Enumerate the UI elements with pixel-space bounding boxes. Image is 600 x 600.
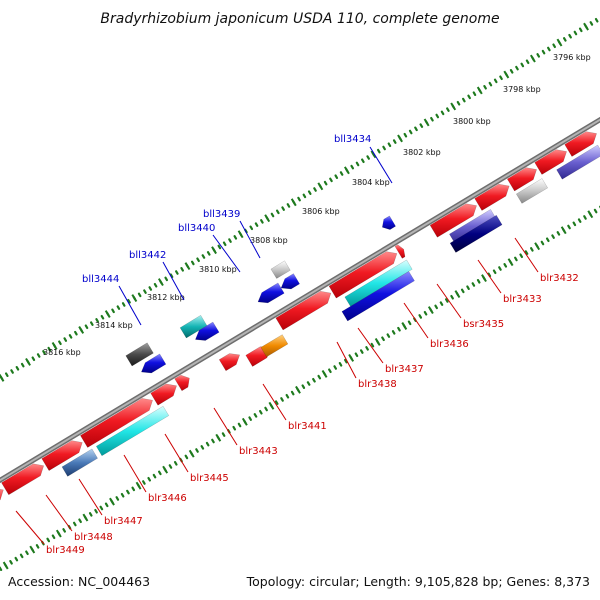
reverse-gene-arrow[interactable] bbox=[257, 282, 285, 304]
genome-summary-text: Topology: circular; Length: 9,105,828 bp… bbox=[246, 574, 590, 589]
label-leader-line bbox=[123, 454, 147, 493]
forward-gene-arrow[interactable] bbox=[564, 131, 597, 157]
label-leader-line bbox=[164, 433, 189, 473]
forward-gene-label[interactable]: blr3448 bbox=[74, 532, 113, 543]
reverse-gene-arrow[interactable] bbox=[280, 273, 300, 290]
feature-bar[interactable] bbox=[344, 259, 413, 307]
forward-gene-label[interactable]: blr3432 bbox=[540, 273, 579, 284]
forward-gene-label[interactable]: blr3433 bbox=[503, 294, 542, 305]
label-leader-line bbox=[239, 220, 261, 259]
forward-gene-label[interactable]: bsr3435 bbox=[463, 319, 504, 330]
label-leader-line bbox=[514, 237, 539, 273]
label-leader-line bbox=[45, 494, 73, 532]
forward-gene-label[interactable]: blr3443 bbox=[239, 446, 278, 457]
outer-tick-ring bbox=[0, 17, 599, 382]
label-leader-line bbox=[477, 259, 502, 294]
map-title: Bradyrhizobium japonicum USDA 110, compl… bbox=[100, 11, 499, 27]
feature-tracks bbox=[0, 17, 600, 571]
forward-gene-arrow[interactable] bbox=[41, 440, 83, 471]
feature-bar[interactable] bbox=[556, 144, 600, 180]
forward-gene-label[interactable]: blr3449 bbox=[46, 545, 85, 556]
label-leader-line bbox=[262, 383, 287, 421]
forward-gene-label[interactable]: blr3441 bbox=[288, 421, 327, 432]
kbp-label: 3806 kbp bbox=[302, 207, 340, 216]
forward-gene-arrow[interactable] bbox=[328, 251, 398, 299]
label-leader-line bbox=[118, 285, 142, 326]
forward-gene-arrow[interactable] bbox=[218, 353, 241, 372]
feature-bar[interactable] bbox=[95, 405, 170, 457]
forward-gene-arrow[interactable] bbox=[534, 149, 567, 175]
label-leader-line bbox=[357, 327, 384, 364]
inner-tick-ring bbox=[0, 205, 600, 571]
kbp-label: 3800 kbp bbox=[453, 117, 491, 126]
reverse-gene-arrow[interactable] bbox=[195, 321, 220, 341]
forward-gene-arrow[interactable] bbox=[1, 463, 45, 496]
label-leader-line bbox=[212, 234, 241, 273]
feature-bar[interactable] bbox=[260, 334, 289, 358]
kbp-label: 3796 kbp bbox=[553, 53, 591, 62]
kbp-label: 3802 kbp bbox=[403, 148, 441, 157]
reverse-gene-label[interactable]: bll3439 bbox=[203, 209, 240, 220]
label-leader-line bbox=[162, 261, 185, 301]
reverse-gene-label[interactable]: bll3442 bbox=[129, 250, 166, 261]
forward-gene-arrow[interactable] bbox=[0, 488, 4, 518]
forward-gene-arrow[interactable] bbox=[150, 383, 177, 406]
feature-bar[interactable] bbox=[61, 448, 98, 477]
label-leader-line bbox=[15, 510, 45, 545]
backbone-highlight bbox=[0, 118, 600, 482]
forward-gene-label[interactable]: blr3446 bbox=[148, 493, 187, 504]
kbp-label: 3814 kbp bbox=[95, 321, 133, 330]
forward-gene-label[interactable]: blr3437 bbox=[385, 364, 424, 375]
forward-gene-arrow[interactable] bbox=[394, 244, 406, 259]
feature-bar[interactable] bbox=[125, 342, 154, 367]
feature-bar[interactable] bbox=[341, 271, 415, 322]
forward-gene-label[interactable]: blr3447 bbox=[104, 516, 143, 527]
forward-gene-arrow[interactable] bbox=[474, 183, 510, 211]
forward-gene-label[interactable]: blr3445 bbox=[190, 473, 229, 484]
reverse-gene-label[interactable]: bll3440 bbox=[178, 223, 215, 234]
gene-features bbox=[0, 131, 600, 518]
label-leader-line bbox=[436, 283, 462, 319]
label-leader-line bbox=[336, 341, 357, 379]
feature-bar[interactable] bbox=[270, 260, 291, 279]
forward-gene-arrow[interactable] bbox=[80, 398, 153, 448]
label-leader-line bbox=[369, 146, 393, 184]
kbp-label: 3808 kbp bbox=[250, 236, 288, 245]
kbp-label: 3810 kbp bbox=[199, 265, 237, 274]
label-leader-line bbox=[213, 407, 238, 446]
forward-gene-label[interactable]: blr3438 bbox=[358, 379, 397, 390]
forward-gene-arrow[interactable] bbox=[174, 374, 190, 392]
label-leader-line bbox=[403, 302, 429, 339]
kbp-label: 3804 kbp bbox=[352, 178, 390, 187]
label-leader-line bbox=[78, 478, 103, 516]
kbp-label: 3812 kbp bbox=[147, 293, 185, 302]
forward-gene-label[interactable]: blr3436 bbox=[430, 339, 469, 350]
reverse-gene-arrow[interactable] bbox=[141, 353, 167, 374]
gene-labels: 3796 kbp 3798 kbp 3800 kbp 3802 kbp 3804 kbp… bbox=[15, 53, 591, 556]
accession-text: Accession: NC_004463 bbox=[8, 574, 150, 589]
kbp-label: 3798 kbp bbox=[503, 85, 541, 94]
forward-gene-arrow[interactable] bbox=[429, 203, 477, 238]
reverse-gene-arrow[interactable] bbox=[382, 215, 396, 230]
feature-bar[interactable] bbox=[515, 178, 549, 204]
reverse-gene-label[interactable]: bll3434 bbox=[334, 134, 371, 145]
kbp-label: 3816 kbp bbox=[43, 348, 81, 357]
feature-bar[interactable] bbox=[179, 314, 208, 339]
forward-gene-arrow[interactable] bbox=[275, 290, 332, 331]
feature-bar[interactable] bbox=[449, 214, 503, 253]
reverse-gene-label[interactable]: bll3444 bbox=[82, 274, 119, 285]
forward-gene-arrow[interactable] bbox=[506, 167, 537, 192]
